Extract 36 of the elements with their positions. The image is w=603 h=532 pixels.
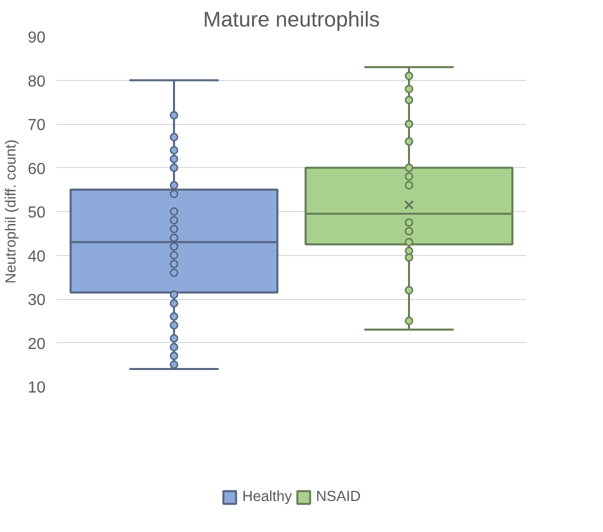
point [170,342,178,352]
point [170,251,178,260]
chart-title: Mature neutrophils [203,8,380,32]
point [170,321,178,330]
y-tick-label: 20 [28,336,46,353]
y-tick-label: 50 [28,204,46,222]
point [170,334,178,343]
y-tick-label: 70 [28,117,46,134]
point [170,299,178,308]
y-tick-label: 80 [28,73,46,90]
point [170,216,178,224]
point [170,181,178,190]
point [170,207,178,216]
point [170,290,178,299]
point [170,234,178,242]
point [170,260,178,268]
point [170,268,178,277]
y-tick-label: 90 [28,30,46,46]
legend-label: NSAID [316,489,361,505]
legend-label: Healthy [242,489,292,505]
point [170,360,178,369]
y-tick-label: 10 [28,380,46,396]
point [170,146,178,154]
y-tick-label: 60 [28,160,46,178]
point [170,132,178,142]
y-tick-label: 40 [28,248,46,266]
point [170,111,178,120]
y-axis-title: Neutrophil (diff. count) [4,140,20,284]
point [170,164,178,172]
y-tick-label: 30 [28,292,46,309]
point [170,312,178,321]
point [170,242,178,251]
point [170,154,178,164]
point [170,224,178,234]
point [170,352,178,360]
point [170,190,178,198]
